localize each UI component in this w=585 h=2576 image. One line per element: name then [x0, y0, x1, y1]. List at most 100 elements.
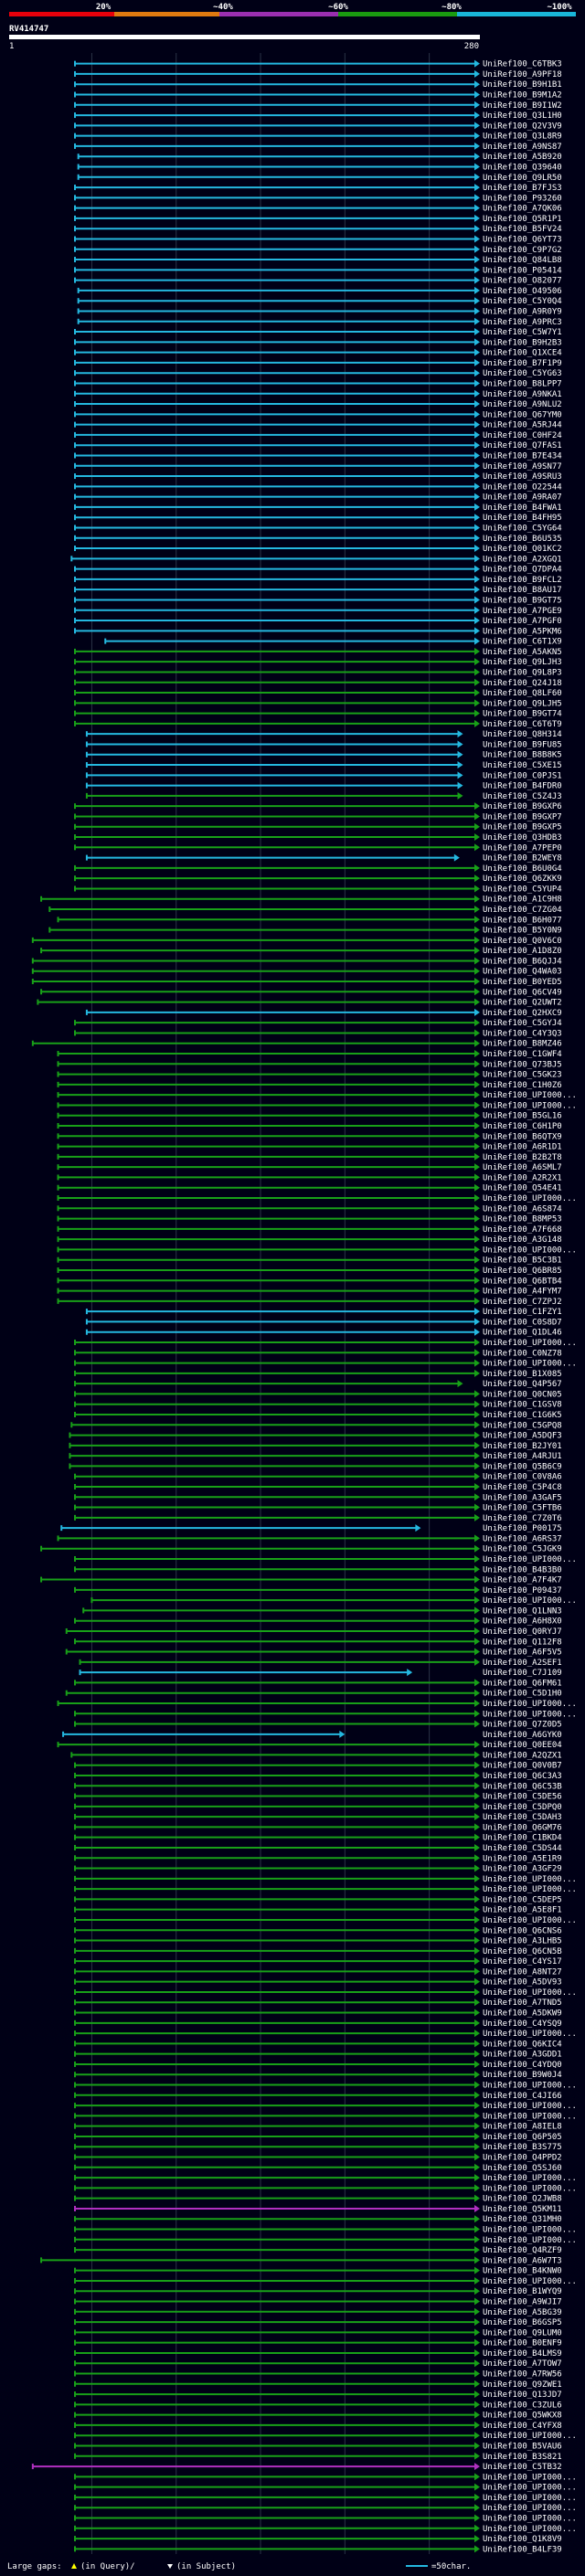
hit-row[interactable]: UniRef100_A5E1R9	[73, 1854, 562, 1863]
hit-row[interactable]: UniRef100_B7FJS3	[73, 184, 562, 193]
hit-row[interactable]: UniRef100_UPI000...	[73, 2081, 577, 2091]
hit-row[interactable]: UniRef100_UPI000...	[73, 2174, 577, 2183]
hit-row[interactable]: UniRef100_P93260	[73, 194, 562, 203]
hit-label[interactable]: UniRef100_B5GL16	[483, 1112, 562, 1121]
hit-label[interactable]: UniRef100_Q6GM76	[483, 1823, 562, 1832]
hit-label[interactable]: UniRef100_B4LF39	[483, 2545, 562, 2554]
hit-row[interactable]: UniRef100_B2B2T8	[57, 1152, 562, 1162]
hit-row[interactable]: UniRef100_C5GYJ4	[73, 1019, 562, 1028]
hit-label[interactable]: UniRef100_UPI000...	[483, 2515, 577, 2524]
hit-label[interactable]: UniRef100_P00175	[483, 1524, 562, 1533]
hit-row[interactable]: UniRef100_B5VAU6	[73, 2442, 562, 2452]
hit-label[interactable]: UniRef100_UPI000...	[483, 2236, 577, 2245]
hit-label[interactable]: UniRef100_Q9L8P3	[483, 668, 562, 677]
hit-label[interactable]: UniRef100_C5DPQ0	[483, 1803, 562, 1812]
hit-label[interactable]: UniRef100_B5VAU6	[483, 2443, 562, 2452]
hit-row[interactable]: UniRef100_UPI000...	[73, 1710, 577, 1719]
hit-row[interactable]: UniRef100_B0YED5	[31, 978, 562, 987]
hit-row[interactable]: UniRef100_C7J109	[79, 1669, 562, 1678]
hit-label[interactable]: UniRef100_B0YED5	[483, 978, 562, 987]
hit-label[interactable]: UniRef100_UPI000...	[483, 2112, 577, 2121]
hit-label[interactable]: UniRef100_Q7Z0D5	[483, 1721, 562, 1730]
hit-label[interactable]: UniRef100_UPI000...	[483, 2184, 577, 2193]
hit-label[interactable]: UniRef100_Q1XCE4	[483, 349, 562, 358]
hit-label[interactable]: UniRef100_B4B3B0	[483, 1565, 562, 1574]
hit-row[interactable]: UniRef100_A2R2X1	[57, 1173, 562, 1182]
hit-row[interactable]: UniRef100_B9GXP7	[73, 812, 562, 822]
hit-row[interactable]: UniRef100_Q0V6C0	[31, 936, 562, 946]
hit-row[interactable]: UniRef100_B5GL16	[57, 1111, 562, 1121]
hit-label[interactable]: UniRef100_UPI000...	[483, 2226, 577, 2235]
hit-row[interactable]: UniRef100_O49506	[77, 286, 562, 296]
hit-row[interactable]: UniRef100_A3GAF5	[73, 1493, 562, 1502]
hit-label[interactable]: UniRef100_B1X085	[483, 1370, 562, 1379]
hit-row[interactable]: UniRef100_Q4PPD2	[73, 2153, 562, 2163]
hit-label[interactable]: UniRef100_B9GXP6	[483, 802, 562, 811]
hit-label[interactable]: UniRef100_B2WEY8	[483, 854, 562, 864]
hit-row[interactable]: UniRef100_B4B3B0	[73, 1565, 562, 1574]
hit-row[interactable]: UniRef100_Q5SJ60	[73, 2163, 562, 2173]
hit-row[interactable]: UniRef100_C5DS44	[73, 1843, 562, 1853]
hit-row[interactable]: UniRef100_Q6C53B	[73, 1782, 562, 1791]
hit-row[interactable]: UniRef100_Q6BTB4	[57, 1277, 562, 1286]
hit-row[interactable]: UniRef100_UPI000...	[73, 1554, 577, 1564]
hit-row[interactable]: UniRef100_C5TB32	[31, 2463, 562, 2472]
hit-row[interactable]: UniRef100_C1GSV8	[73, 1400, 562, 1410]
hit-label[interactable]: UniRef100_C6TBK3	[483, 60, 562, 69]
hit-label[interactable]: UniRef100_B3S775	[483, 2143, 562, 2152]
hit-row[interactable]: UniRef100_B9M1A2	[73, 90, 562, 100]
hit-row[interactable]: UniRef100_B6U0G4	[73, 864, 562, 874]
hit-label[interactable]: UniRef100_C7ZPJ2	[483, 1298, 562, 1307]
hit-label[interactable]: UniRef100_B5Y0N9	[483, 927, 562, 936]
hit-label[interactable]: UniRef100_Q5R1P1	[483, 215, 562, 224]
hit-label[interactable]: UniRef100_C7Z0T6	[483, 1514, 562, 1523]
hit-row[interactable]: UniRef100_B9GT74	[73, 709, 562, 719]
hit-label[interactable]: UniRef100_Q8H314	[483, 730, 562, 739]
hit-row[interactable]: UniRef100_Q9ZWE1	[73, 2380, 562, 2390]
hit-label[interactable]: UniRef100_B4FH95	[483, 514, 562, 523]
hit-row[interactable]: UniRef100_A7PGE9	[73, 606, 562, 616]
hit-label[interactable]: UniRef100_A2R2X1	[483, 1173, 562, 1182]
hit-row[interactable]: UniRef100_Q5WKX8	[73, 2411, 562, 2421]
hit-row[interactable]: UniRef100_Q73BJ5	[57, 1060, 562, 1069]
hit-label[interactable]: UniRef100_A2XGQ1	[483, 555, 562, 564]
hit-row[interactable]: UniRef100_B4FWA1	[73, 503, 562, 513]
hit-label[interactable]: UniRef100_B6QTX9	[483, 1132, 562, 1141]
hit-label[interactable]: UniRef100_A7F4K7	[483, 1576, 562, 1585]
hit-label[interactable]: UniRef100_UPI000...	[483, 1555, 577, 1564]
hit-label[interactable]: UniRef100_Q2V3V9	[483, 122, 562, 131]
hit-row[interactable]: UniRef100_A9NKA1	[73, 389, 562, 399]
hit-row[interactable]: UniRef100_C5YG64	[73, 524, 562, 533]
hit-row[interactable]: UniRef100_A6GYK0	[62, 1730, 562, 1740]
hit-label[interactable]: UniRef100_UPI000...	[483, 1988, 577, 1998]
hit-label[interactable]: UniRef100_C0V8A6	[483, 1473, 562, 1482]
hit-label[interactable]: UniRef100_B5C3B1	[483, 1256, 562, 1266]
hit-row[interactable]: UniRef100_Q0EE04	[57, 1741, 562, 1750]
hit-label[interactable]: UniRef100_Q6BTB4	[483, 1277, 562, 1286]
hit-label[interactable]: UniRef100_P09437	[483, 1586, 562, 1595]
hit-label[interactable]: UniRef100_Q1K8V9	[483, 2535, 562, 2544]
hit-row[interactable]: UniRef100_UPI000...	[57, 1091, 577, 1100]
hit-label[interactable]: UniRef100_C7ZG04	[483, 906, 562, 915]
hit-row[interactable]: UniRef100_Q6ZKK9	[73, 875, 562, 884]
hit-row[interactable]: UniRef100_B1WYQ9	[73, 2287, 562, 2296]
hit-row[interactable]: UniRef100_C7ZPJ2	[57, 1297, 562, 1307]
hit-row[interactable]: UniRef100_C0PJS1	[85, 771, 562, 780]
hit-label[interactable]: UniRef100_B9GT75	[483, 596, 562, 605]
hit-label[interactable]: UniRef100_C1GWF4	[483, 1050, 562, 1059]
hit-row[interactable]: UniRef100_A6SML7	[57, 1163, 562, 1172]
hit-label[interactable]: UniRef100_UPI000...	[483, 2494, 577, 2503]
hit-row[interactable]: UniRef100_A6RS37	[57, 1534, 562, 1543]
hit-label[interactable]: UniRef100_A9RA07	[483, 493, 562, 503]
hit-row[interactable]: UniRef100_Q4RZF9	[73, 2246, 562, 2255]
hit-row[interactable]: UniRef100_A7TND5	[73, 1998, 562, 2008]
hit-label[interactable]: UniRef100_C5GPQ8	[483, 1421, 562, 1430]
hit-row[interactable]: UniRef100_UPI000...	[73, 2432, 577, 2441]
hit-row[interactable]: UniRef100_A7TOW7	[73, 2359, 562, 2369]
hit-row[interactable]: UniRef100_Q01KC2	[73, 545, 562, 554]
hit-label[interactable]: UniRef100_Q4WA03	[483, 968, 562, 977]
hit-row[interactable]: UniRef100_Q5R1P1	[73, 214, 562, 224]
hit-label[interactable]: UniRef100_C5DAH3	[483, 1813, 562, 1822]
hit-label[interactable]: UniRef100_C1FZY1	[483, 1308, 562, 1317]
hit-row[interactable]: UniRef100_Q2HXC9	[85, 1008, 562, 1018]
